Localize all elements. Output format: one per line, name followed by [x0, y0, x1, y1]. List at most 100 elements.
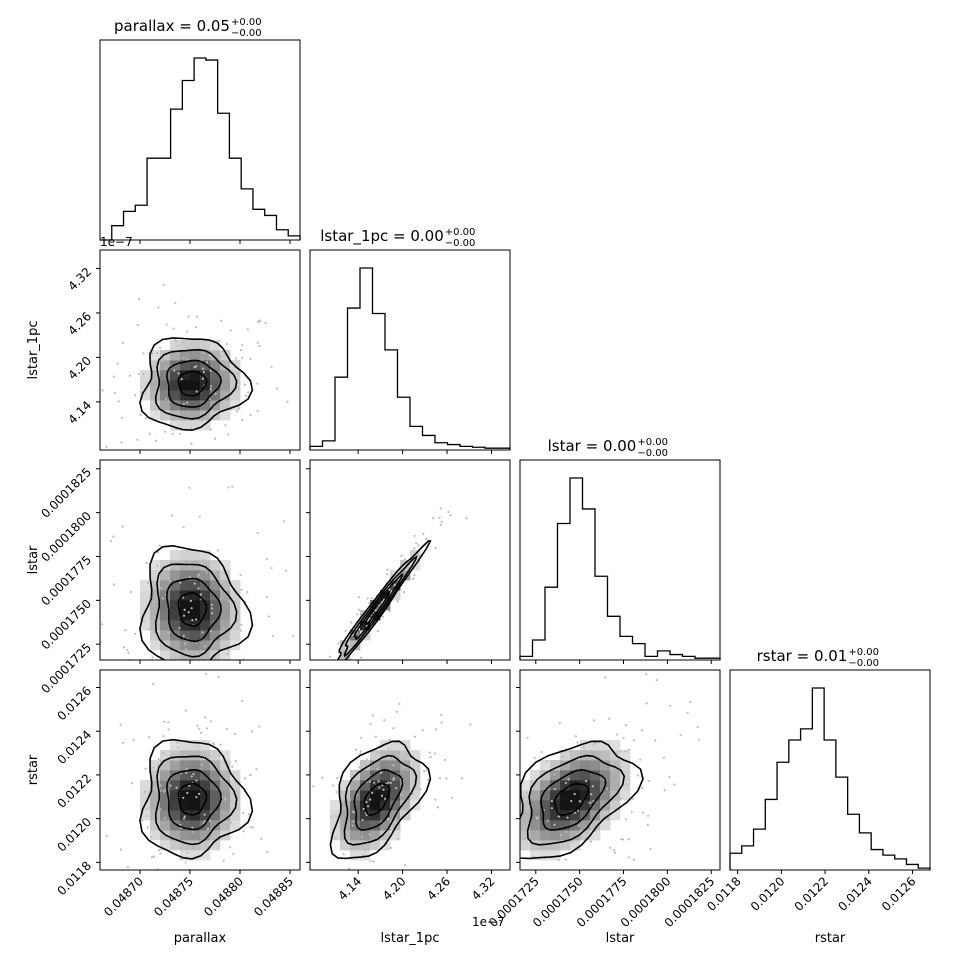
sample-point	[134, 632, 137, 635]
sample-point	[179, 823, 182, 827]
sample-point	[569, 750, 572, 753]
density-cell	[160, 780, 171, 791]
title-upper-error: +0.00	[848, 647, 879, 658]
sample-point	[235, 788, 238, 792]
sample-point	[318, 685, 320, 687]
density-cell	[530, 800, 541, 811]
sample-point	[636, 774, 640, 777]
x-tick-label: 0.04880	[201, 874, 246, 919]
sample-point	[124, 629, 127, 632]
density-cell	[180, 620, 191, 631]
sample-point	[257, 320, 260, 323]
sample-point	[383, 719, 386, 722]
sample-point	[376, 768, 379, 771]
density-cell	[140, 610, 151, 621]
density-cell	[580, 770, 591, 781]
sample-point	[564, 858, 567, 861]
sample-point	[145, 719, 147, 721]
density-cell	[170, 800, 181, 811]
sample-point	[183, 561, 186, 564]
density-cell	[160, 760, 171, 771]
sample-point	[425, 537, 428, 541]
density-cell	[180, 790, 191, 801]
density-cell	[190, 750, 201, 761]
x-axis-label-lstar: lstar	[606, 931, 635, 946]
sample-point	[437, 909, 439, 911]
sample-point	[162, 734, 165, 738]
sample-point	[405, 753, 408, 756]
density-cell	[540, 770, 551, 781]
sample-point	[612, 849, 616, 852]
sample-point	[396, 820, 399, 823]
sample-point	[400, 793, 403, 796]
density-cell	[570, 810, 581, 821]
sample-point	[460, 777, 464, 780]
density-cell	[180, 380, 191, 391]
sample-point	[584, 780, 588, 783]
density-cell	[220, 610, 231, 621]
sample-point	[550, 807, 553, 810]
sample-point	[429, 809, 431, 811]
density-cell	[200, 610, 211, 621]
sample-point	[201, 883, 203, 885]
sample-point	[411, 792, 415, 796]
sample-point	[645, 673, 648, 676]
sample-point	[198, 792, 201, 796]
density-cell	[200, 790, 211, 801]
sample-point	[190, 442, 193, 445]
density-cell	[600, 790, 611, 801]
sample-point	[679, 734, 682, 737]
title-lower-error: −0.00	[445, 238, 476, 249]
sample-point	[235, 410, 239, 413]
sample-point	[243, 383, 247, 386]
sample-point	[522, 797, 525, 800]
sample-point	[395, 710, 399, 713]
panel-frame	[519, 669, 721, 871]
density-cell	[190, 830, 201, 841]
sample-point	[647, 814, 650, 817]
sample-point	[439, 523, 442, 526]
density-cell	[620, 770, 631, 781]
density-cell	[210, 820, 221, 831]
sample-point	[144, 767, 147, 770]
sample-point	[139, 413, 142, 417]
sample-point	[156, 352, 159, 355]
sample-point	[224, 798, 227, 802]
sample-point	[163, 817, 166, 820]
sample-point	[227, 486, 230, 489]
density-cell	[150, 600, 161, 611]
density-cell	[220, 760, 231, 771]
density-cell	[220, 570, 231, 581]
density-cell	[580, 760, 591, 771]
density-cell	[180, 630, 191, 641]
sample-point	[121, 525, 124, 528]
sample-point	[159, 808, 162, 811]
density-cell	[620, 780, 631, 791]
density-cell	[590, 750, 601, 761]
sample-point	[209, 819, 212, 822]
sample-point	[226, 342, 229, 346]
sample-point	[465, 517, 468, 520]
sample-point	[354, 748, 357, 751]
density-cell	[370, 810, 381, 821]
density-cell	[220, 350, 231, 361]
density-cell	[550, 840, 561, 851]
sample-point	[188, 784, 191, 787]
sample-point	[320, 673, 322, 675]
sample-point	[445, 777, 448, 780]
density-cell	[230, 580, 241, 591]
contour-line	[520, 740, 644, 860]
sample-point	[136, 438, 139, 441]
sample-point	[362, 853, 365, 857]
sample-point	[609, 846, 612, 849]
density-cell	[170, 760, 181, 771]
histogram-parallax: parallax = 0.05 +0.00−0.00	[99, 17, 301, 241]
sample-point	[625, 783, 629, 786]
sample-point	[697, 738, 701, 741]
sample-point	[498, 762, 500, 764]
density-cell	[180, 360, 191, 371]
density-cell	[550, 790, 561, 801]
density-cell	[530, 770, 541, 781]
sample-point	[201, 631, 204, 634]
sample-point	[112, 535, 115, 538]
